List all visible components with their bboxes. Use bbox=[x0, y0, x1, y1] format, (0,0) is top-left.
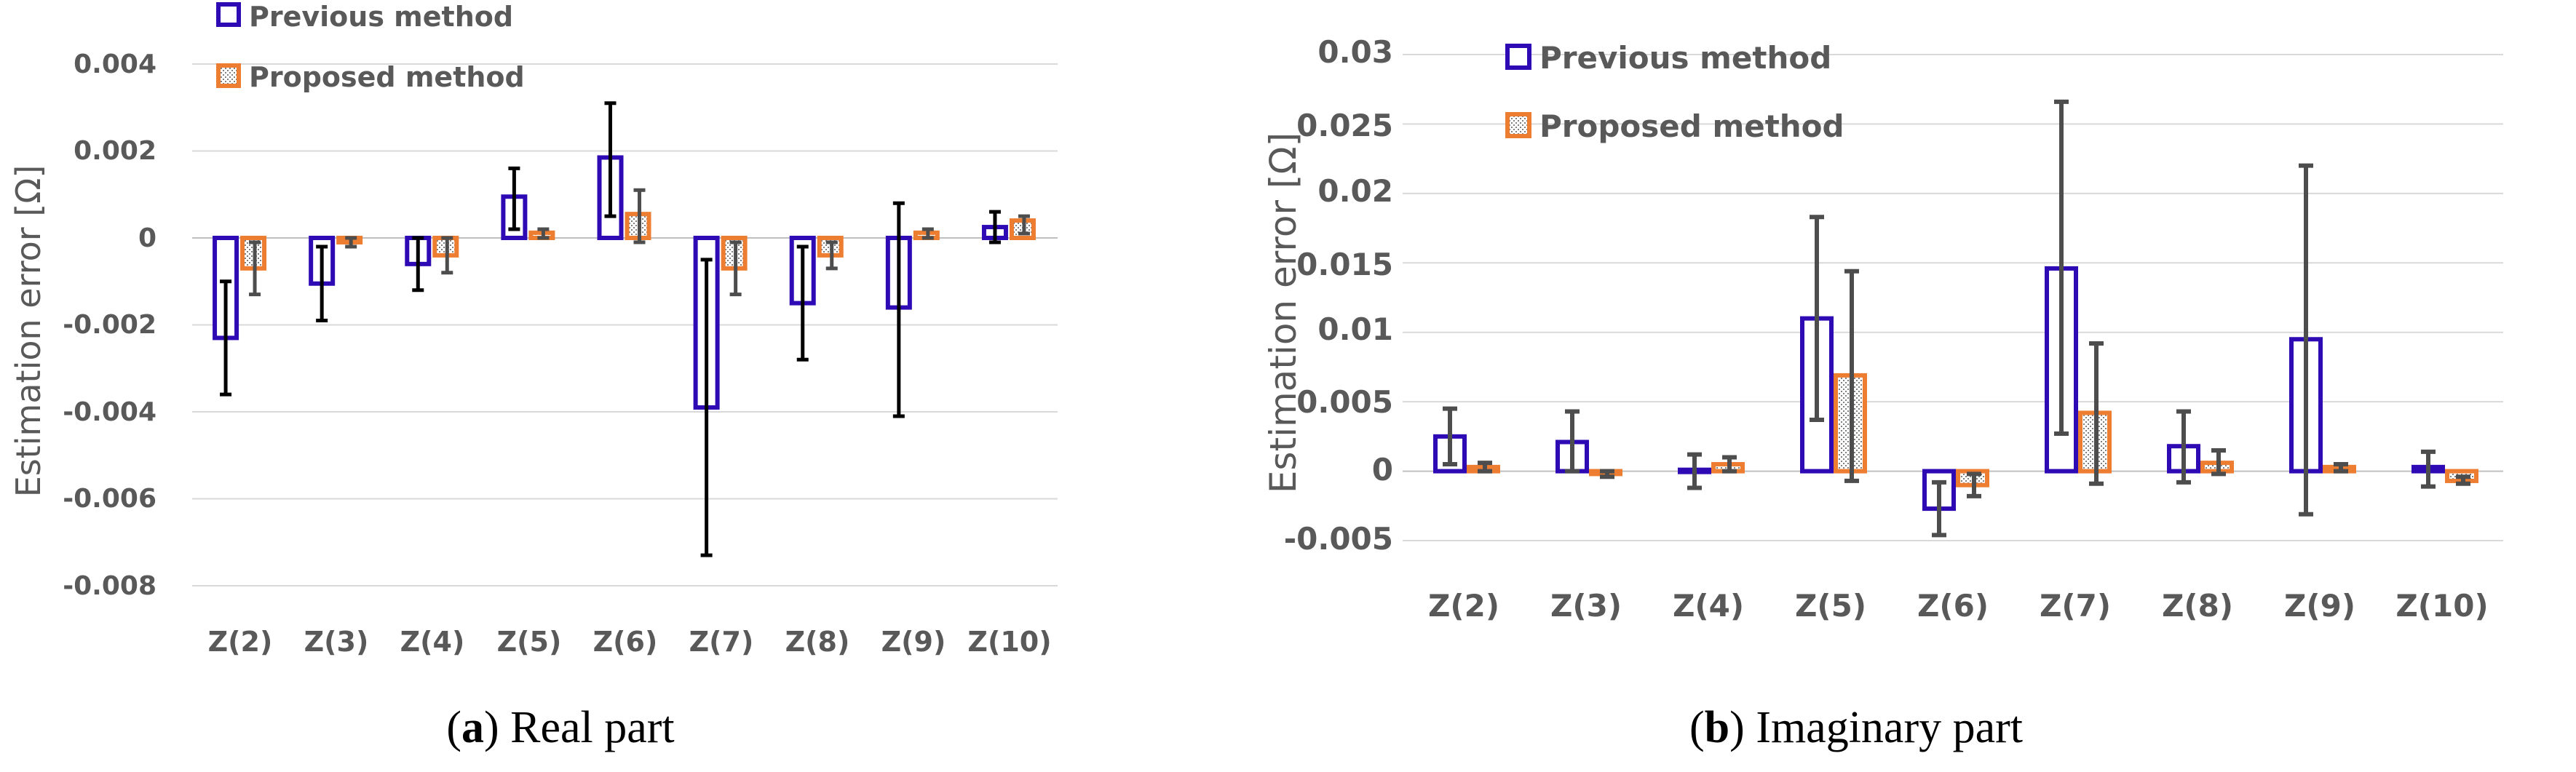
caption-letter: a bbox=[461, 703, 484, 752]
y-axis-label: Estimation error [Ω] bbox=[1262, 132, 1304, 493]
y-tick-label: 0.004 bbox=[74, 49, 156, 79]
caption-a: (a) Real part bbox=[446, 703, 674, 752]
x-tick-label: Z(4) bbox=[400, 626, 465, 658]
y-tick-label: 0 bbox=[138, 223, 156, 253]
legend-label-previous: Previous method bbox=[249, 1, 513, 33]
bars bbox=[213, 155, 1036, 410]
x-tick-label: Z(9) bbox=[2284, 588, 2355, 624]
legend-label-proposed: Proposed method bbox=[249, 61, 525, 93]
chart-imaginary-part: 0.03 0.025 0.02 0.015 0.01 0.005 0 -0.00… bbox=[1262, 34, 2503, 752]
legend: Previous method Proposed method bbox=[1505, 40, 1844, 144]
caption: (a) Real part bbox=[446, 703, 674, 752]
legend: Previous method Proposed method bbox=[216, 1, 525, 93]
y-tick-label: 0.02 bbox=[1317, 173, 1393, 209]
legend-swatch-proposed bbox=[216, 63, 241, 88]
y-tick-labels: 0.03 0.025 0.02 0.015 0.01 0.005 0 -0.00… bbox=[1284, 34, 1393, 557]
legend-swatch-previous bbox=[1505, 44, 1531, 70]
caption-text: Imaginary part bbox=[1745, 703, 2023, 752]
x-tick-label: Z(7) bbox=[2040, 588, 2111, 624]
y-tick-label: -0.005 bbox=[1284, 521, 1393, 557]
caption-b: (b) Imaginary part bbox=[1689, 703, 2023, 752]
error-bars bbox=[1443, 99, 2470, 538]
x-tick-label: Z(3) bbox=[1550, 588, 1622, 624]
legend-swatch-previous bbox=[216, 2, 241, 27]
error-bars bbox=[220, 101, 1030, 557]
x-tick-label: Z(10) bbox=[2395, 588, 2488, 624]
caption-text: Real part bbox=[499, 703, 675, 752]
x-tick-labels: Z(2) Z(3) Z(4) Z(5) Z(6) Z(7) Z(8) Z(9) … bbox=[1428, 588, 2489, 624]
bars bbox=[1433, 266, 2478, 512]
caption-letter: b bbox=[1705, 703, 1729, 752]
x-tick-label: Z(7) bbox=[689, 626, 754, 658]
y-tick-labels: 0.004 0.002 0 -0.002 -0.004 -0.006 -0.00… bbox=[63, 49, 156, 601]
legend-label-previous: Previous method bbox=[1539, 40, 1831, 76]
x-tick-label: Z(6) bbox=[593, 626, 658, 658]
x-tick-label: Z(3) bbox=[304, 626, 369, 658]
y-tick-label: 0.015 bbox=[1296, 247, 1393, 282]
gridlines bbox=[192, 63, 1058, 586]
y-tick-label: -0.008 bbox=[63, 571, 156, 601]
y-tick-label: 0.03 bbox=[1317, 34, 1393, 70]
y-axis-label: Estimation error [Ω] bbox=[9, 165, 48, 498]
caption: (b) Imaginary part bbox=[1689, 703, 2023, 752]
y-tick-label: 0 bbox=[1372, 452, 1393, 488]
x-tick-label: Z(2) bbox=[1428, 588, 1499, 624]
y-tick-label: 0.025 bbox=[1296, 108, 1393, 143]
x-tick-label: Z(10) bbox=[967, 626, 1051, 658]
x-tick-label: Z(8) bbox=[785, 626, 850, 658]
y-tick-label: 0.005 bbox=[1296, 384, 1393, 420]
y-tick-label: -0.006 bbox=[63, 484, 156, 514]
legend-label-proposed: Proposed method bbox=[1539, 108, 1844, 144]
y-tick-label: -0.004 bbox=[63, 397, 156, 427]
x-tick-label: Z(9) bbox=[881, 626, 946, 658]
y-tick-label: 0.002 bbox=[74, 136, 156, 166]
chart-real-part: 0.004 0.002 0 -0.002 -0.004 -0.006 -0.00… bbox=[9, 1, 1058, 752]
x-tick-label: Z(5) bbox=[1795, 588, 1866, 624]
x-tick-label: Z(2) bbox=[208, 626, 273, 658]
legend-swatch-proposed bbox=[1505, 112, 1531, 138]
x-tick-label: Z(6) bbox=[1917, 588, 1989, 624]
y-tick-label: -0.002 bbox=[63, 310, 156, 340]
x-tick-label: Z(5) bbox=[497, 626, 562, 658]
x-tick-label: Z(8) bbox=[2162, 588, 2233, 624]
x-tick-label: Z(4) bbox=[1673, 588, 1744, 624]
y-tick-label: 0.01 bbox=[1317, 311, 1393, 347]
x-tick-labels: Z(2) Z(3) Z(4) Z(5) Z(6) Z(7) Z(8) Z(9) … bbox=[208, 626, 1052, 658]
